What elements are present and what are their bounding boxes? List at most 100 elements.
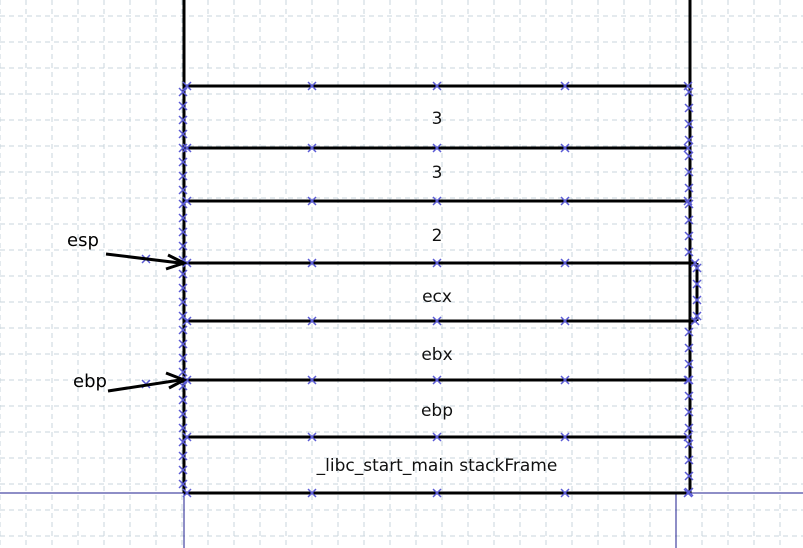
selection-marker	[684, 135, 694, 145]
selection-marker	[178, 171, 188, 181]
selection-marker	[307, 316, 317, 326]
selection-marker	[178, 311, 188, 321]
selection-marker	[560, 316, 570, 326]
selection-marker	[178, 465, 188, 475]
ebp-arrowhead	[165, 371, 188, 390]
selection-marker	[684, 359, 694, 369]
selection-marker	[690, 258, 700, 268]
selection-marker	[683, 143, 693, 153]
selection-marker	[432, 488, 442, 498]
selection-marker	[178, 101, 188, 111]
selection-marker	[684, 439, 694, 449]
selection-marker	[560, 143, 570, 153]
selection-marker	[307, 143, 317, 153]
selection-marker	[178, 437, 188, 447]
selection-marker	[684, 327, 694, 337]
selection-marker	[178, 213, 188, 223]
selection-marker	[683, 196, 693, 206]
selection-marker	[432, 81, 442, 91]
selection-markers	[141, 81, 702, 498]
selection-marker	[182, 143, 192, 153]
selection-marker	[178, 409, 188, 419]
selection-marker	[684, 151, 694, 161]
stack-cell-6: _libc_start_main stackFrame	[316, 456, 558, 476]
selection-marker	[182, 81, 192, 91]
selection-marker	[178, 143, 188, 153]
selection-marker	[560, 432, 570, 442]
selection-marker	[560, 196, 570, 206]
selection-marker	[684, 375, 694, 385]
selection-marker	[178, 199, 188, 209]
stack-cell-5: ebp	[421, 401, 453, 421]
selection-marker	[432, 143, 442, 153]
stack-cells: 3 3 2 ecx ebx ebp _libc_start_main stack…	[316, 109, 558, 476]
selection-marker	[684, 487, 694, 497]
selection-marker	[684, 119, 694, 129]
selection-marker	[178, 227, 188, 237]
stack-cell-3: ecx	[422, 287, 452, 307]
selection-marker	[684, 343, 694, 353]
selection-marker	[683, 432, 693, 442]
selection-marker	[692, 263, 702, 273]
selection-marker	[692, 311, 702, 321]
selection-marker	[684, 231, 694, 241]
stack-cell-4: ebx	[421, 345, 452, 365]
selection-marker	[432, 196, 442, 206]
selection-marker	[178, 479, 188, 489]
selection-marker	[178, 157, 188, 167]
ebp-label: ebp	[73, 371, 107, 392]
selection-marker	[307, 375, 317, 385]
selection-marker	[692, 295, 702, 305]
esp-label: esp	[67, 230, 99, 251]
selection-marker	[178, 129, 188, 139]
selection-marker	[684, 167, 694, 177]
selection-marker	[432, 375, 442, 385]
selection-marker	[178, 283, 188, 293]
selection-marker	[307, 258, 317, 268]
selection-marker	[692, 279, 702, 289]
selection-marker	[684, 103, 694, 113]
selection-marker	[178, 451, 188, 461]
selection-marker	[684, 183, 694, 193]
selection-marker	[178, 353, 188, 363]
selection-marker	[432, 432, 442, 442]
selection-marker	[178, 423, 188, 433]
selection-marker	[560, 488, 570, 498]
selection-marker	[182, 488, 192, 498]
selection-marker	[178, 339, 188, 349]
selection-marker	[178, 367, 188, 377]
selection-marker	[684, 471, 694, 481]
esp-pointer: esp	[67, 230, 188, 271]
selection-marker	[560, 375, 570, 385]
selection-marker	[307, 488, 317, 498]
selection-marker	[684, 391, 694, 401]
selection-marker	[690, 316, 700, 326]
esp-arrowhead	[165, 253, 188, 271]
stack-cell-2: 2	[432, 226, 443, 246]
stack-cell-0: 3	[432, 109, 443, 129]
selection-marker	[307, 81, 317, 91]
selection-marker	[178, 325, 188, 335]
selection-marker	[684, 455, 694, 465]
selection-marker	[178, 115, 188, 125]
selection-marker	[684, 87, 694, 97]
selection-marker	[307, 196, 317, 206]
selection-marker	[432, 258, 442, 268]
esp-arrow-shaft	[105, 252, 181, 265]
selection-marker	[684, 423, 694, 433]
ebp-pointer: ebp	[73, 371, 188, 393]
selection-marker	[178, 87, 188, 97]
ebp-arrow-shaft	[107, 378, 181, 393]
selection-marker	[178, 269, 188, 279]
selection-marker	[178, 297, 188, 307]
selection-marker	[560, 258, 570, 268]
selection-marker	[432, 316, 442, 326]
selection-marker	[684, 407, 694, 417]
selection-marker	[307, 432, 317, 442]
selection-marker	[684, 199, 694, 209]
selection-marker	[178, 185, 188, 195]
stack-cell-1: 3	[432, 163, 443, 183]
selection-marker	[684, 247, 694, 257]
